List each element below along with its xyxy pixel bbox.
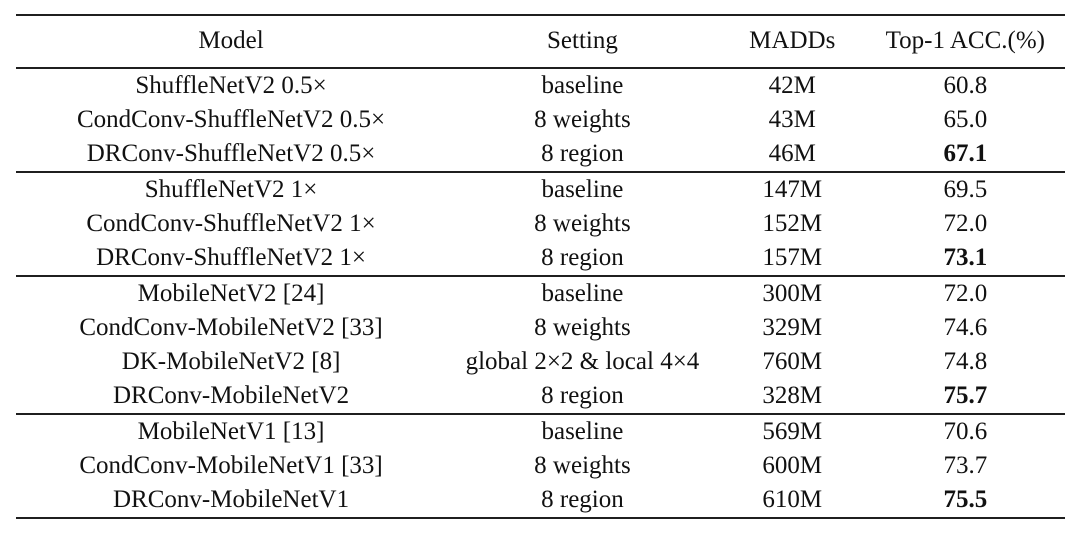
model-cell: ShuffleNetV2 1× — [16, 171, 447, 207]
column-header-acc: Top-1 ACC.(%) — [865, 15, 1065, 69]
acc-cell: 74.8 — [943, 348, 988, 375]
table-row: CondConv-ShuffleNetV2 1× 8 weights 152M 72.… — [16, 207, 1065, 241]
table-row: MobileNetV2 [24] baseline 300M 72.0 — [16, 275, 1065, 311]
setting-cell: global 2×2 & local 4×4 — [465, 348, 700, 375]
model-cell: CondConv-MobileNetV2 [33] — [79, 314, 383, 341]
setting-cell: 8 weights — [534, 314, 631, 341]
model-cell: DK-MobileNetV2 [8] — [121, 348, 341, 375]
acc-cell: 74.6 — [943, 314, 988, 341]
table-row: DRConv-ShuffleNetV2 1× 8 region 157M 73.1 — [16, 241, 1065, 276]
madds-cell: 147M — [718, 171, 866, 207]
acc-cell: 75.5 — [943, 486, 988, 513]
model-cell: CondConv-ShuffleNetV2 0.5× — [77, 106, 386, 133]
model-cell: DRConv-ShuffleNetV2 0.5× — [86, 140, 376, 167]
madds-cell: 569M — [718, 413, 866, 449]
setting-cell: 8 weights — [534, 210, 631, 237]
table-row: DRConv-MobileNetV2 8 region 328M 75.7 — [16, 379, 1065, 414]
setting-cell: baseline — [541, 72, 624, 99]
madds-cell: 157M — [762, 244, 823, 271]
acc-cell: 65.0 — [943, 106, 988, 133]
acc-cell: 73.7 — [943, 452, 988, 479]
model-cell: CondConv-ShuffleNetV2 1× — [86, 210, 376, 237]
setting-cell: baseline — [446, 275, 719, 311]
model-cell: DRConv-MobileNetV1 — [112, 486, 350, 513]
model-cell: DRConv-MobileNetV2 — [112, 382, 350, 409]
table-row: ShuffleNetV2 0.5× baseline 42M 60.8 — [16, 68, 1065, 103]
madds-cell: 42M — [768, 72, 816, 99]
acc-cell: 73.1 — [943, 244, 988, 271]
table-row: ShuffleNetV2 1× baseline 147M 69.5 — [16, 171, 1065, 207]
model-cell: ShuffleNetV2 0.5× — [135, 72, 327, 99]
column-header-setting: Setting — [446, 15, 719, 69]
acc-cell: 60.8 — [943, 72, 988, 99]
acc-cell: 72.0 — [865, 275, 1065, 311]
acc-cell: 72.0 — [943, 210, 988, 237]
madds-cell: 329M — [762, 314, 823, 341]
madds-cell: 328M — [762, 382, 823, 409]
model-cell: DRConv-ShuffleNetV2 1× — [96, 244, 366, 271]
model-cell: MobileNetV2 [24] — [16, 275, 447, 311]
column-header-madds: MADDs — [718, 15, 866, 69]
acc-cell: 67.1 — [943, 140, 988, 167]
table-header-row: Model Setting MADDs Top-1 ACC.(%) — [16, 15, 1065, 69]
model-cell: CondConv-MobileNetV1 [33] — [79, 452, 383, 479]
results-table: Model Setting MADDs Top-1 ACC.(%) Shuffl… — [16, 14, 1065, 519]
table-body: ShuffleNetV2 0.5× baseline 42M 60.8 CondConv… — [16, 68, 1065, 518]
table-row: CondConv-MobileNetV2 [33] 8 weights 329M 74… — [16, 311, 1065, 345]
table-header: Model Setting MADDs Top-1 ACC.(%) — [16, 15, 1065, 69]
setting-cell: 8 region — [541, 382, 624, 409]
setting-cell: baseline — [446, 171, 719, 207]
setting-cell: 8 weights — [534, 106, 631, 133]
setting-cell: 8 region — [541, 244, 624, 271]
madds-cell: 300M — [718, 275, 866, 311]
table-row: DK-MobileNetV2 [8] global 2×2 & local 4×4… — [16, 345, 1065, 379]
table-row: DRConv-ShuffleNetV2 0.5× 8 region 46M 67.1 — [16, 137, 1065, 172]
acc-cell: 70.6 — [865, 413, 1065, 449]
table-row: CondConv-MobileNetV1 [33] 8 weights 600M 73… — [16, 449, 1065, 483]
acc-cell: 75.7 — [943, 382, 988, 409]
madds-cell: 600M — [762, 452, 823, 479]
setting-cell: 8 region — [541, 486, 624, 513]
madds-cell: 152M — [762, 210, 823, 237]
madds-cell: 760M — [762, 348, 823, 375]
column-header-model: Model — [16, 15, 447, 69]
setting-cell: baseline — [446, 413, 719, 449]
madds-cell: 46M — [768, 140, 816, 167]
setting-cell: 8 region — [541, 140, 624, 167]
model-cell: MobileNetV1 [13] — [16, 413, 447, 449]
table-row: CondConv-ShuffleNetV2 0.5× 8 weights 43M 65… — [16, 103, 1065, 137]
table-row: MobileNetV1 [13] baseline 569M 70.6 — [16, 413, 1065, 449]
madds-cell: 43M — [768, 106, 816, 133]
madds-cell: 610M — [762, 486, 823, 513]
table-row: DRConv-MobileNetV1 8 region 610M 75.5 — [16, 483, 1065, 518]
acc-cell: 69.5 — [865, 171, 1065, 207]
setting-cell: 8 weights — [534, 452, 631, 479]
